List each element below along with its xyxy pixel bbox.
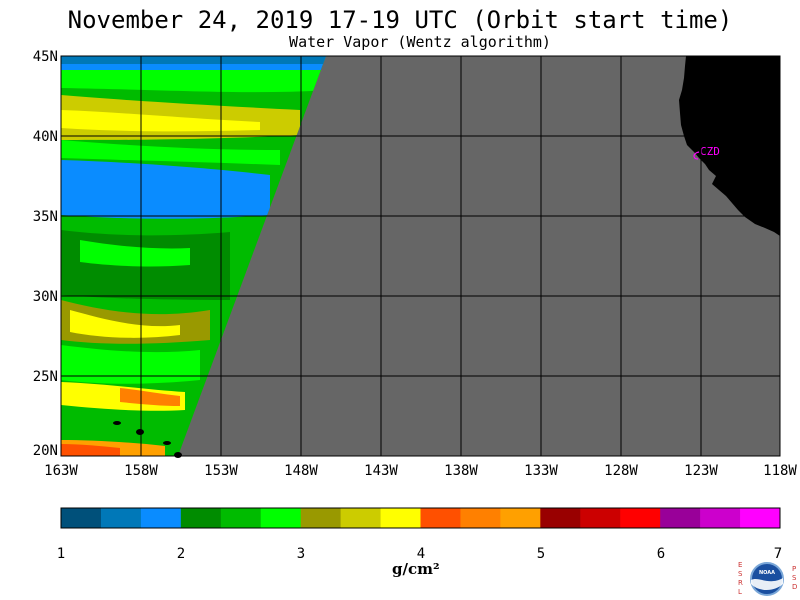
- latitude-labels: 45N 40N 35N 30N 25N 20N: [33, 49, 58, 459]
- lon-label: 158W: [124, 463, 158, 479]
- svg-text:P: P: [792, 565, 796, 573]
- colorbar-tick-label: 5: [537, 546, 545, 562]
- lat-label: 30N: [33, 289, 58, 305]
- colorbar-swatch: [380, 508, 421, 528]
- lat-label: 45N: [33, 49, 58, 65]
- colorbar: [61, 508, 781, 528]
- lat-label: 25N: [33, 369, 58, 385]
- colorbar-swatch: [620, 508, 661, 528]
- colorbar-swatch: [140, 508, 182, 528]
- lon-label: 128W: [604, 463, 638, 479]
- svg-text:S: S: [738, 570, 743, 578]
- lon-label: 118W: [763, 463, 797, 479]
- colorbar-swatch: [100, 508, 142, 528]
- lat-label: 20N: [33, 443, 58, 459]
- map-title: November 24, 2019 17-19 UTC (Orbit start…: [67, 6, 733, 34]
- lon-label: 133W: [524, 463, 558, 479]
- colorbar-swatch: [500, 508, 541, 528]
- colorbar-swatch: [540, 508, 581, 528]
- svg-text:E: E: [738, 561, 742, 569]
- colorbar-unit: g/cm²: [392, 560, 440, 578]
- colorbar-swatch: [740, 508, 781, 528]
- longitude-labels: 163W 158W 153W 148W 143W 138W 133W 128W …: [44, 463, 797, 479]
- lat-label: 35N: [33, 209, 58, 225]
- station-label: CZD: [700, 145, 720, 158]
- colorbar-border: [60, 507, 781, 529]
- colorbar-tick-label: 4: [417, 546, 425, 562]
- map-grid: [60, 55, 781, 457]
- lon-label: 138W: [444, 463, 478, 479]
- svg-text:D: D: [792, 583, 797, 591]
- colorbar-swatch: [180, 508, 222, 528]
- colorbar-tick-label: 2: [177, 546, 185, 562]
- land-north-america: [679, 56, 780, 236]
- colorbar-swatch: [61, 508, 102, 528]
- colorbar-swatch: [460, 508, 501, 528]
- colorbar-tick-label: 3: [297, 546, 305, 562]
- colorbar-tick-label: 6: [657, 546, 665, 562]
- colorbar-tick-label: 1: [57, 546, 65, 562]
- colorbar-swatch: [300, 508, 342, 528]
- colorbar-swatch: [340, 508, 382, 528]
- colorbar-swatch: [220, 508, 262, 528]
- colorbar-swatch: [260, 508, 302, 528]
- colorbar-swatch: [660, 508, 701, 528]
- map-subtitle: Water Vapor (Wentz algorithm): [289, 33, 551, 51]
- colorbar-tick-label: 7: [774, 546, 782, 562]
- lon-label: 143W: [364, 463, 398, 479]
- svg-text:L: L: [738, 588, 742, 596]
- colorbar-swatch: [580, 508, 621, 528]
- svg-text:R: R: [738, 579, 743, 587]
- lat-label: 40N: [33, 129, 58, 145]
- colorbar-tick-labels: 1 2 3 4 5 6 7: [57, 546, 782, 562]
- lon-label: 123W: [684, 463, 718, 479]
- svg-text:S: S: [792, 574, 797, 582]
- lon-label: 163W: [44, 463, 78, 479]
- station-marker: CZD: [693, 145, 720, 160]
- lon-label: 153W: [204, 463, 238, 479]
- lon-label: 148W: [284, 463, 318, 479]
- colorbar-swatch: [700, 508, 741, 528]
- colorbar-swatch: [420, 508, 461, 528]
- svg-text:NOAA: NOAA: [759, 570, 775, 576]
- psd-letters: PSD: [792, 565, 797, 591]
